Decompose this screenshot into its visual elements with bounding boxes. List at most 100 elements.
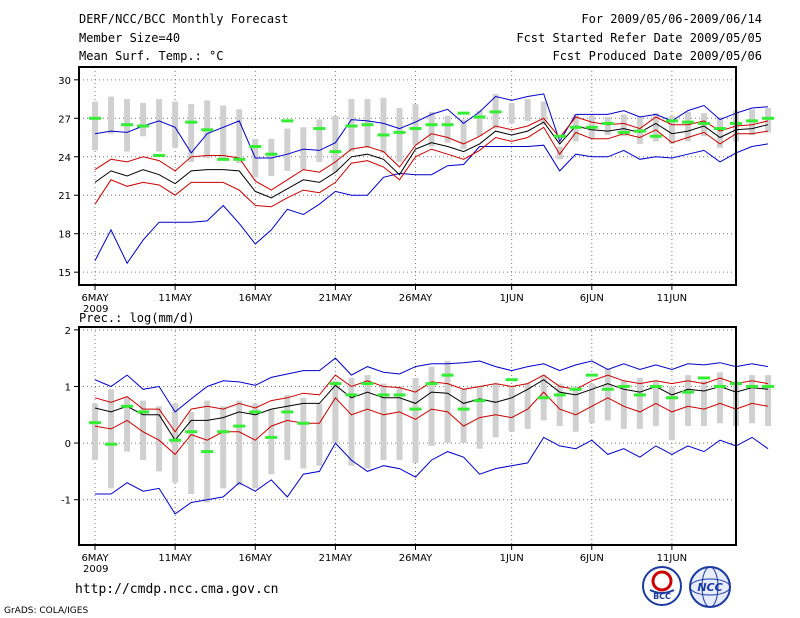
precipitation-spread-bar <box>380 383 387 461</box>
temperature-xtick-label: 11MAY <box>158 293 192 304</box>
temperature-spread-bar <box>476 110 483 137</box>
precipitation-spread-bar <box>588 383 595 424</box>
temperature-xtick-label: 11JUN <box>657 293 687 304</box>
forecast-period: For 2009/05/06-2009/06/14 <box>581 12 762 26</box>
precipitation-spread-bar <box>428 366 435 446</box>
temperature-spread-bar <box>652 113 659 142</box>
precipitation-xtick-label: 21MAY <box>319 553 353 564</box>
temperature-ytick-label: 24 <box>58 153 71 164</box>
precipitation-spread-bar <box>492 383 499 438</box>
temperature-spread-bar <box>460 119 467 150</box>
precipitation-ytick-label: 1 <box>65 382 71 393</box>
temperature-spread-bar <box>268 138 275 176</box>
precipitation-spread-bar <box>364 375 371 469</box>
temperature-spread-bar <box>604 117 611 135</box>
precipitation-xtick-label: 16MAY <box>239 553 273 564</box>
precipitation-spread-bar <box>188 411 195 495</box>
temperature-xtick-label: 16MAY <box>239 293 273 304</box>
temperature-ytick-label: 15 <box>58 268 71 279</box>
precipitation-spread-bar <box>412 377 419 463</box>
temperature-ytick-label: 27 <box>58 114 71 125</box>
bcc-logo: BCC <box>642 566 682 606</box>
precipitation-spread-bar <box>684 375 691 427</box>
temperature-spread-bar <box>428 111 435 147</box>
temperature-spread-bar <box>108 96 115 134</box>
temperature-spread-bar <box>92 101 99 151</box>
precipitation-spread-bar <box>396 386 403 461</box>
precipitation-spread-bar <box>140 400 147 461</box>
temperature-spread-bar <box>236 109 243 164</box>
variable-label: Mean Surf. Temp.: °C <box>79 49 224 63</box>
precipitation-spread-bar <box>524 383 531 429</box>
temperature-xtick-label: 21MAY <box>319 293 353 304</box>
precipitation-upper-line <box>94 374 769 433</box>
precipitation-spread-bar <box>636 377 643 429</box>
precipitation-xtick-label: 1JUN <box>500 553 524 564</box>
precipitation-spread-bar <box>444 360 451 444</box>
precipitation-spread-bar <box>316 403 323 466</box>
temperature-spread-bar <box>316 119 323 162</box>
precipitation-spread-bar <box>92 403 99 461</box>
precipitation-spread-bar <box>668 386 675 441</box>
precipitation-spread-bar <box>700 380 707 427</box>
precipitation-spread-bar <box>604 369 611 421</box>
forecast-started-date: Fcst Started Refer Date 2009/05/05 <box>516 31 762 45</box>
temperature-xyear-label: 2009 <box>83 304 108 315</box>
precipitation-spread-bar <box>556 383 563 427</box>
temperature-plot-frame <box>78 66 737 286</box>
forecast-produced-date: Fcst Produced Date 2009/05/06 <box>552 49 762 63</box>
temperature-spread-bar <box>540 101 547 125</box>
temperature-spread-bar <box>716 117 723 148</box>
precipitation-xtick-label: 6MAY <box>81 553 109 564</box>
precipitation-spread-bar <box>124 397 131 452</box>
temperature-xtick-label: 26MAY <box>399 293 433 304</box>
ncc-logo: NCC <box>689 566 731 608</box>
member-size: Member Size=40 <box>79 31 181 45</box>
ncc-logo-text: NCC <box>697 581 722 594</box>
temperature-spread-bar <box>765 108 772 133</box>
temperature-spread-bar <box>620 114 627 137</box>
temperature-ytick-label: 18 <box>58 230 71 241</box>
temperature-spread-bar <box>380 97 387 153</box>
precipitation-spread-bar <box>268 409 275 475</box>
precipitation-ytick-label: -1 <box>61 496 71 507</box>
precipitation-max-line <box>94 357 769 413</box>
precipitation-spread-bar <box>300 397 307 469</box>
temperature-spread-bar <box>524 99 531 121</box>
precipitation-spread-bar <box>572 386 579 432</box>
precipitation-spread-bar <box>765 375 772 427</box>
precipitation-xtick-label: 6JUN <box>580 553 604 564</box>
temperature-spread-bar <box>188 104 195 162</box>
precipitation-spread-bar <box>460 389 467 444</box>
precipitation-ytick-label: 0 <box>65 439 71 450</box>
temperature-xtick-label: 6JUN <box>580 293 604 304</box>
temperature-spread-bar <box>156 99 163 152</box>
precipitation-spread-bar <box>620 380 627 429</box>
precip-panel-title: Prec.: log(mm/d) <box>79 311 195 325</box>
precipitation-spread-bar <box>220 406 227 489</box>
precipitation-spread-bar <box>348 377 355 466</box>
precipitation-spread-bar <box>508 386 515 432</box>
precipitation-xtick-label: 26MAY <box>399 553 433 564</box>
temperature-spread-bar <box>668 115 675 144</box>
temperature-spread-bar <box>140 102 147 137</box>
temperature-spread-bar <box>172 101 179 148</box>
footer-url[interactable]: http://cmdp.ncc.cma.gov.cn <box>75 582 279 597</box>
temperature-spread-bar <box>332 115 339 173</box>
precipitation-ytick-label: 2 <box>65 326 71 337</box>
temperature-spread-bar <box>508 102 515 124</box>
temperature-upper-line <box>94 116 769 191</box>
precipitation-spread-bar <box>236 400 243 486</box>
temperature-xtick-label: 6MAY <box>81 293 109 304</box>
precipitation-spread-bar <box>172 403 179 483</box>
temperature-ytick-label: 30 <box>58 76 71 87</box>
temperature-spread-bar <box>284 128 291 171</box>
temperature-ytick-label: 21 <box>58 191 71 202</box>
precipitation-xtick-label: 11MAY <box>158 553 192 564</box>
temperature-xtick-label: 1JUN <box>500 293 524 304</box>
precipitation-plot-frame <box>78 326 737 546</box>
chart-title: DERF/NCC/BCC Monthly Forecast <box>79 12 289 26</box>
temperature-max-line <box>94 93 769 159</box>
temperature-spread-bar <box>220 105 227 160</box>
